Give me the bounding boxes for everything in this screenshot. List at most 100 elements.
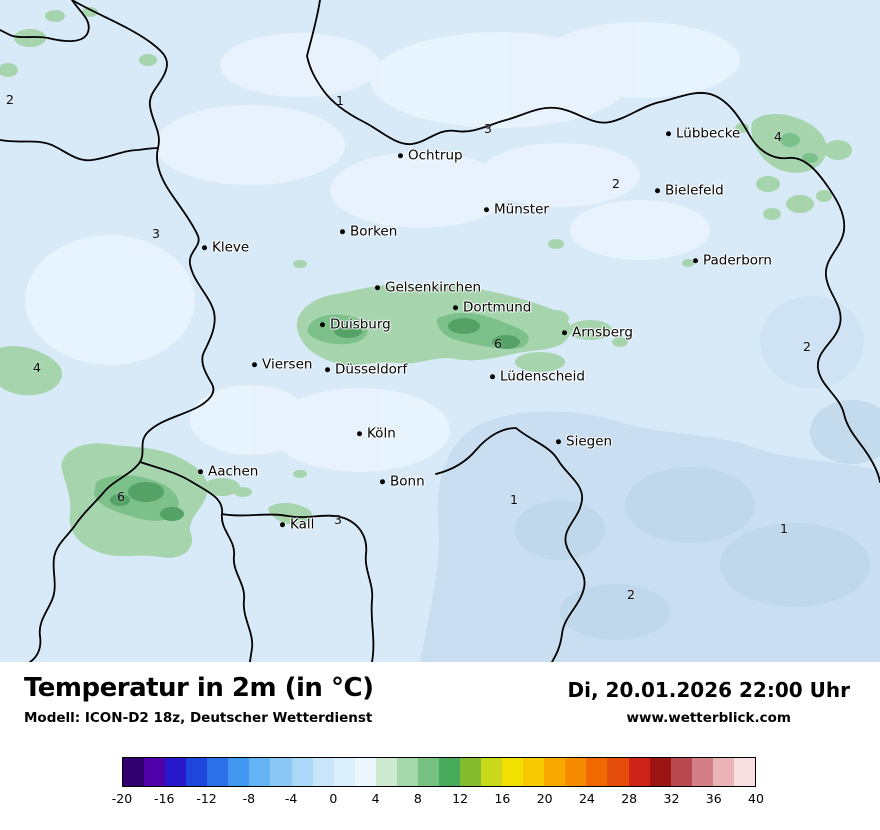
colorbar-segment (565, 758, 587, 786)
city-label: Düsseldorf (335, 361, 408, 378)
colorbar-segment (712, 758, 734, 786)
colorbar-tick-label: -16 (154, 791, 175, 806)
temp-value-label: 1 (336, 92, 344, 108)
colorbar-segment (375, 758, 397, 786)
colorbar-tick-label: -4 (284, 791, 298, 806)
colorbar (122, 757, 756, 787)
cool-spot-east (760, 296, 864, 388)
city-marker: Kleve (202, 241, 249, 255)
colorbar-segment (186, 758, 208, 786)
colorbar-tick-label: 32 (663, 791, 680, 806)
colorbar-segment (228, 758, 250, 786)
city-label: Borken (350, 223, 398, 240)
colorbar-segment (207, 758, 229, 786)
colorbar-ticks: -20 -16 -12 -8 -4 0 4 8 12 16 20 24 28 32 36 40 (112, 791, 764, 809)
city-marker: Gelsenkirchen (375, 281, 481, 295)
city-dot (320, 322, 325, 328)
colorbar-segment (649, 758, 671, 786)
colorbar-tick-label: 36 (705, 791, 722, 806)
colorbar-segment (396, 758, 418, 786)
valid-datetime: Di, 20.01.2026 22:00 Uhr (567, 678, 850, 702)
city-dot (198, 469, 203, 475)
city-label: Kall (290, 516, 315, 533)
city-dot (693, 258, 698, 264)
colorbar-segment (628, 758, 650, 786)
city-marker: Borken (340, 225, 397, 239)
footer-text-row: Temperatur in 2m (in °C) Modell: ICON-D2… (0, 662, 880, 726)
city-label: Arnsberg (572, 324, 633, 341)
footer-left: Temperatur in 2m (in °C) Modell: ICON-D2… (24, 673, 374, 726)
temp-value-label: 2 (6, 91, 14, 107)
temp-value-label: 6 (117, 488, 125, 504)
city-marker: Arnsberg (562, 326, 633, 340)
colorbar-segment (144, 758, 166, 786)
city-marker: Duisburg (320, 318, 391, 332)
colorbar-segment (123, 758, 145, 786)
city-dot (490, 374, 495, 380)
colorbar-tick-label: 20 (536, 791, 553, 806)
colorbar-segment (502, 758, 524, 786)
colorbar-segment (312, 758, 334, 786)
city-marker: Münster (484, 203, 549, 217)
colorbar-segment (607, 758, 629, 786)
city-marker: Kall (280, 518, 314, 532)
temp-value-label: 2 (803, 338, 811, 354)
colorbar-segment (249, 758, 271, 786)
city-marker: Lüdenscheid (490, 370, 585, 384)
temp-layer: 2 1 3 4 2 3 6 2 4 6 1 3 1 2 (6, 91, 811, 600)
colorbar-tick-label: 40 (748, 791, 764, 806)
temp-value-label: 1 (510, 491, 518, 507)
city-label: Viersen (262, 356, 313, 373)
temp-value-label: 6 (494, 335, 502, 351)
colorbar-segment (481, 758, 503, 786)
city-marker: Köln (357, 427, 396, 441)
colorbar-tick-label: 24 (578, 791, 595, 806)
city-label: Lüdenscheid (500, 368, 585, 385)
temp-value-label: 3 (334, 511, 342, 527)
map-title: Temperatur in 2m (in °C) (24, 673, 374, 703)
city-dot (357, 431, 362, 437)
colorbar-tick-label: 8 (413, 791, 422, 806)
city-dot (562, 330, 567, 336)
city-marker: Aachen (198, 465, 258, 479)
temp-value-label: 4 (33, 359, 41, 375)
colorbar-tick-label: 4 (371, 791, 380, 806)
footer-right: Di, 20.01.2026 22:00 Uhr www.wetterblick… (568, 674, 850, 726)
colorbar-segment (544, 758, 566, 786)
city-label: Duisburg (330, 316, 391, 333)
city-label: Bonn (390, 473, 425, 490)
city-dot (398, 153, 403, 159)
colorbar-segment (586, 758, 608, 786)
city-dot (380, 479, 385, 485)
city-dot (252, 362, 257, 368)
city-label: Dortmund (463, 299, 532, 316)
map-footer: Temperatur in 2m (in °C) Modell: ICON-D2… (0, 662, 880, 830)
colorbar-segment (291, 758, 313, 786)
city-dot (453, 305, 458, 311)
city-label: Münster (494, 201, 549, 218)
model-info: Modell: ICON-D2 18z, Deutscher Wetterdie… (24, 709, 373, 726)
temp-value-label: 4 (774, 128, 782, 144)
city-dot (340, 229, 345, 235)
colorbar-segment (165, 758, 187, 786)
city-label: Aachen (208, 463, 259, 480)
colorbar-segment (691, 758, 713, 786)
city-dot (556, 439, 561, 445)
temp-value-label: 3 (152, 225, 160, 241)
city-dot (666, 131, 671, 137)
city-label: Gelsenkirchen (385, 279, 482, 296)
colorbar-tick-label: 28 (621, 791, 638, 806)
colorbar-segment (417, 758, 439, 786)
mild-zones-dark (110, 318, 520, 521)
temperature-map: 2 1 3 4 2 3 6 2 4 6 1 3 1 2 Ochtrup Lübbecke Bielefeld M… (0, 0, 880, 662)
website-link[interactable]: www.wetterblick.com (626, 710, 791, 726)
city-marker: Lübbecke (666, 127, 740, 141)
city-marker: Viersen (252, 358, 312, 372)
city-marker: Siegen (556, 435, 612, 449)
temp-value-label: 1 (780, 520, 788, 536)
city-label: Siegen (566, 433, 613, 450)
city-layer: Ochtrup Lübbecke Bielefeld Münster Paderborn… (198, 127, 772, 532)
colorbar-segment (460, 758, 482, 786)
city-dot (375, 285, 380, 291)
